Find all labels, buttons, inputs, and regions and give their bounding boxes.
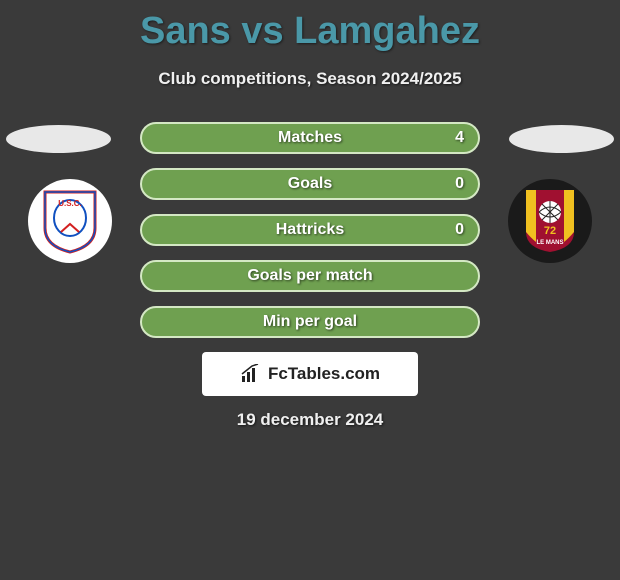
stat-value: 0 xyxy=(455,175,464,193)
stat-row-goals-per-match: Goals per match xyxy=(140,260,480,292)
brand-badge[interactable]: FcTables.com xyxy=(202,352,418,396)
shield-icon: 72 LE MANS xyxy=(522,188,578,254)
stat-label: Goals per match xyxy=(247,267,372,285)
stat-row-goals: Goals 0 xyxy=(140,168,480,200)
stat-value: 4 xyxy=(455,129,464,147)
stat-bars: Matches 4 Goals 0 Hattricks 0 Goals per … xyxy=(140,122,480,352)
date-label: 19 december 2024 xyxy=(0,410,620,430)
shield-icon: U.S.C. xyxy=(41,188,99,254)
stat-row-hattricks: Hattricks 0 xyxy=(140,214,480,246)
stat-row-matches: Matches 4 xyxy=(140,122,480,154)
page-title: Sans vs Lamgahez xyxy=(0,0,620,53)
chart-icon xyxy=(240,364,262,384)
club-crest-left: U.S.C. xyxy=(28,179,112,263)
brand-text: FcTables.com xyxy=(268,364,380,384)
stat-row-min-per-goal: Min per goal xyxy=(140,306,480,338)
player-badge-right xyxy=(509,125,614,153)
svg-text:LE MANS: LE MANS xyxy=(537,240,564,246)
stat-label: Hattricks xyxy=(276,221,344,239)
svg-text:72: 72 xyxy=(544,225,556,237)
subtitle: Club competitions, Season 2024/2025 xyxy=(0,69,620,89)
stat-label: Matches xyxy=(278,129,342,147)
stat-value: 0 xyxy=(455,221,464,239)
club-crest-right: 72 LE MANS xyxy=(508,179,592,263)
stat-label: Min per goal xyxy=(263,313,357,331)
svg-text:U.S.C.: U.S.C. xyxy=(58,199,82,208)
stat-label: Goals xyxy=(288,175,332,193)
player-badge-left xyxy=(6,125,111,153)
